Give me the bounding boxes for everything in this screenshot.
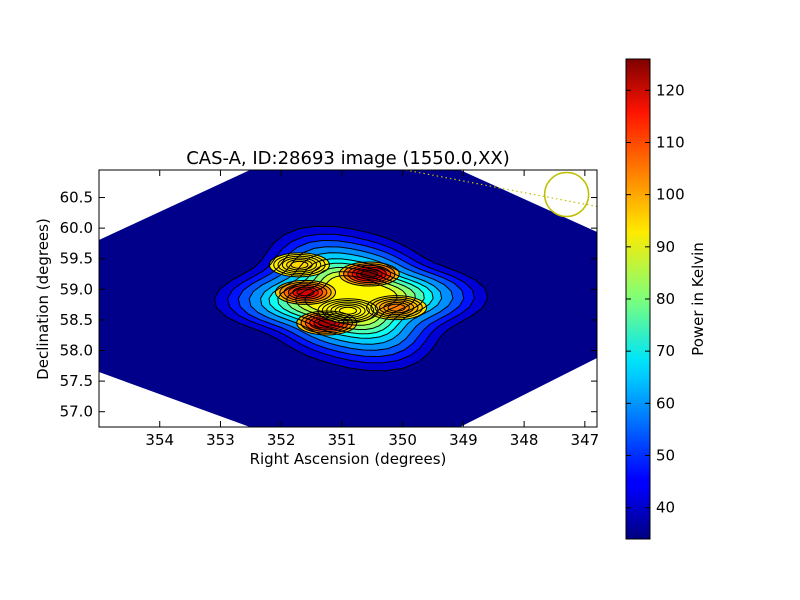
contour <box>268 258 434 339</box>
axes-frame <box>98 169 598 428</box>
contour <box>237 239 465 358</box>
contour <box>248 246 454 351</box>
contour <box>292 286 319 299</box>
contour <box>330 303 366 319</box>
x-tick-label: 352 <box>267 431 296 449</box>
colorbar-tick-label: 50 <box>656 447 675 465</box>
x-axis-label: Right Ascension (degrees) <box>250 450 447 468</box>
contour-lines <box>213 225 489 372</box>
contour <box>283 283 328 302</box>
x-axis: 354 353 352 351 350 349 348 347 <box>145 170 599 449</box>
x-tick-label: 348 <box>510 431 539 449</box>
contour <box>347 264 392 284</box>
contour <box>326 301 370 320</box>
source-level <box>339 307 357 315</box>
contour <box>213 225 489 372</box>
x-tick-label: 350 <box>388 431 417 449</box>
colorbar-tick-label: 100 <box>656 186 685 204</box>
y-tick-label: 57.5 <box>60 372 93 390</box>
colorbar-label: Power in Kelvin <box>689 242 707 356</box>
y-tick-label: 57.0 <box>60 403 93 421</box>
contour <box>287 284 324 300</box>
contour <box>321 299 375 322</box>
contour <box>370 296 423 319</box>
contour <box>351 266 387 282</box>
colorbar-tick-label: 60 <box>656 394 675 412</box>
y-tick-label: 59.5 <box>60 250 93 268</box>
contour <box>387 303 406 312</box>
contour <box>281 257 318 273</box>
y-axis-label: Declination (degrees) <box>34 218 52 380</box>
contour <box>338 261 400 287</box>
contour <box>227 233 475 364</box>
contour <box>360 270 379 279</box>
x-tick-label: 353 <box>206 431 235 449</box>
contour <box>277 262 425 335</box>
colorbar-tick-label: 70 <box>656 342 675 360</box>
y-tick-label: 60.0 <box>60 219 93 237</box>
contour <box>334 305 362 317</box>
contour <box>374 298 419 317</box>
contour <box>277 255 322 274</box>
contour <box>343 263 396 285</box>
beam-line <box>405 170 597 208</box>
x-tick-label: 347 <box>571 431 600 449</box>
contour <box>317 298 379 324</box>
contour <box>383 301 410 314</box>
contour <box>366 295 428 321</box>
y-tick-label: 58.5 <box>60 311 93 329</box>
heatmap <box>99 170 597 427</box>
x-tick-label: 349 <box>449 431 478 449</box>
contour <box>355 268 383 280</box>
y-tick-label: 58.0 <box>60 342 93 360</box>
chart-title: CAS-A, ID:28693 image (1550.0,XX) <box>186 148 510 169</box>
contour <box>268 252 330 278</box>
beam-marker <box>405 170 597 218</box>
x-tick-label: 354 <box>145 431 174 449</box>
contour <box>339 306 357 315</box>
x-tick-label: 351 <box>328 431 357 449</box>
source-level <box>360 270 378 278</box>
colorbar-axis: 40 50 60 70 80 90 100 110 120 <box>626 81 685 517</box>
contour <box>378 300 415 316</box>
colorbar-tick-label: 40 <box>656 499 675 517</box>
contour <box>274 279 336 305</box>
colorbar-tick-label: 80 <box>656 290 675 308</box>
contour <box>273 254 326 276</box>
contour <box>279 281 332 304</box>
y-tick-label: 60.5 <box>60 189 93 207</box>
colorbar-tick-label: 90 <box>656 238 675 256</box>
contour <box>286 259 313 271</box>
contour <box>313 317 341 329</box>
colorbar-tick-label: 110 <box>656 133 685 151</box>
y-axis: 57.0 57.5 58.0 58.5 59.0 59.5 60.0 60.5 <box>60 189 597 421</box>
contour <box>286 267 416 330</box>
contour <box>290 260 309 269</box>
beam-circle <box>543 171 590 218</box>
contour <box>296 288 315 297</box>
colorbar-tick-label: 120 <box>656 81 685 99</box>
y-tick-label: 59.0 <box>60 280 93 298</box>
